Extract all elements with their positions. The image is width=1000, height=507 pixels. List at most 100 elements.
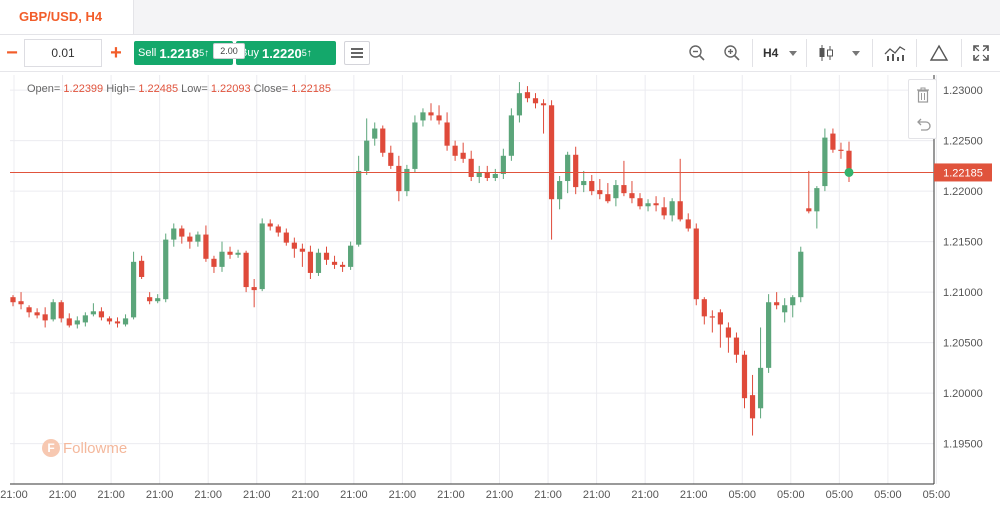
candle-body (741, 354, 748, 399)
candle-body (267, 223, 273, 227)
candle-body (243, 252, 249, 288)
fullscreen-button[interactable] (968, 40, 994, 66)
candle-body (315, 252, 322, 273)
candle-body (484, 172, 490, 179)
candle-body (653, 203, 659, 206)
price-tick-label: 1.20500 (943, 338, 983, 350)
candle-body (629, 193, 635, 199)
time-tick-label: 21:00 (243, 489, 271, 501)
lot-decrease-button[interactable]: − (6, 41, 18, 64)
time-tick-label: 21:00 (194, 489, 222, 501)
time-tick-label: 21:00 (0, 489, 28, 501)
candle-body (388, 152, 394, 166)
candle-body (476, 172, 482, 177)
candle-body (822, 137, 828, 187)
candle-body (806, 208, 812, 212)
candle-body (581, 181, 587, 186)
zoom-in-button[interactable] (719, 40, 745, 66)
candle-body (645, 203, 651, 207)
top-tab-bar: GBP/USD, H4 (0, 0, 1000, 35)
candle-body (58, 302, 64, 319)
lot-increase-button[interactable]: + (110, 41, 122, 64)
candle-body (147, 297, 153, 302)
hamburger-icon (351, 52, 363, 54)
candle-body (846, 150, 852, 172)
candle-body (757, 367, 764, 409)
candle-body (348, 245, 354, 267)
indicators-button[interactable] (882, 40, 908, 66)
candle-body (203, 234, 209, 259)
candle-body (50, 302, 56, 320)
candle-body (299, 248, 305, 252)
undo-button[interactable] (909, 109, 936, 138)
candle-body (130, 261, 137, 318)
menu-button[interactable] (344, 41, 370, 65)
buy-price-pipette: 5 (301, 48, 307, 58)
candle-body (621, 185, 627, 194)
candle-body (171, 228, 177, 240)
candle-body (34, 312, 40, 316)
time-tick-label: 05:00 (923, 489, 951, 501)
candle-body (26, 307, 32, 313)
candle-body (468, 158, 474, 177)
candle-body (838, 149, 844, 151)
followme-logo-icon: F (42, 439, 60, 457)
trash-icon (916, 87, 929, 103)
chart-type-select[interactable] (812, 40, 866, 66)
candle-body (195, 234, 201, 242)
candle-body (42, 314, 48, 321)
candle-body (460, 152, 466, 159)
price-tick-label: 1.21000 (943, 287, 983, 299)
time-tick-label: 21:00 (486, 489, 514, 501)
candle-body (774, 302, 780, 306)
candle-body (114, 321, 121, 324)
zoom-in-icon (724, 45, 740, 61)
timeframe-label: H4 (763, 46, 779, 60)
candle-body (372, 128, 378, 139)
candle-body (74, 320, 80, 325)
candlestick-icon (819, 45, 833, 61)
candle-body (364, 140, 370, 171)
candle-body (307, 251, 314, 273)
lot-size-input[interactable] (24, 39, 102, 67)
candle-body (524, 92, 531, 99)
candle-body (516, 93, 523, 116)
candle-body (356, 170, 362, 245)
price-tick-label: 1.19500 (943, 439, 983, 451)
symbol-tab-label: GBP/USD, H4 (19, 9, 103, 24)
time-tick-label: 21:00 (680, 489, 708, 501)
current-price-label: 1.22185 (943, 167, 983, 179)
candle-body (227, 251, 233, 255)
buy-price: 1.2220 (261, 45, 302, 61)
candle-body (82, 315, 88, 323)
candle-body (717, 312, 723, 325)
delete-drawings-button[interactable] (909, 80, 936, 109)
buy-button[interactable]: Buy 1.2220 5 ↑ (236, 41, 336, 65)
candle-body (211, 258, 217, 267)
candle-body (685, 219, 691, 229)
time-tick-label: 21:00 (583, 489, 611, 501)
timeframe-select[interactable]: H4 (757, 40, 801, 66)
candle-body (540, 103, 547, 106)
indicators-icon (884, 46, 906, 61)
symbol-tab[interactable]: GBP/USD, H4 (0, 0, 134, 34)
candle-body (122, 318, 129, 325)
high-value: 1.22485 (138, 83, 179, 95)
time-tick-label: 21:00 (292, 489, 320, 501)
time-tick-label: 21:00 (340, 489, 368, 501)
candle-body (637, 198, 643, 207)
price-tick-label: 1.22500 (943, 136, 983, 148)
zoom-out-button[interactable] (684, 40, 710, 66)
current-price-tag (934, 163, 992, 182)
candle-body (98, 311, 105, 318)
drawing-tools-button[interactable] (926, 40, 952, 66)
price-chart[interactable]: 21:00 21:00 21:00 21:00 21:00 21:00 21:00 21:00… (0, 72, 1000, 507)
candle-body (452, 145, 458, 156)
candle-body (565, 154, 571, 182)
high-label: High= (106, 83, 136, 95)
candle-body (323, 252, 330, 260)
buy-arrow-icon: ↑ (306, 47, 312, 59)
candle-body (18, 301, 24, 305)
sell-price: 1.2218 (159, 45, 200, 61)
candle-body (661, 207, 667, 216)
